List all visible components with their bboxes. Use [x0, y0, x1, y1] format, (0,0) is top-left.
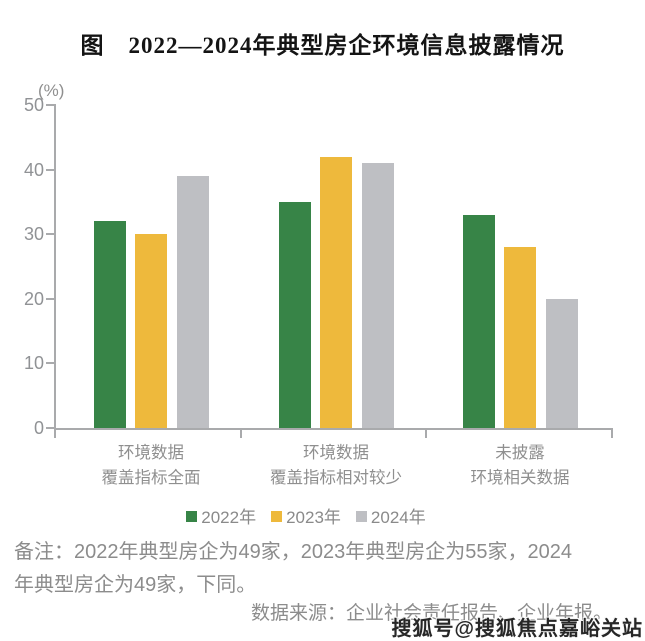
legend: 2022年 2023年 2024年: [0, 503, 612, 528]
legend-item: 2023年: [271, 503, 341, 528]
legend-swatch-icon: [186, 510, 198, 522]
footnote-line2: 年典型房企为49家，下同。: [14, 574, 257, 596]
x-category-label-line: 环境数据: [303, 444, 369, 462]
x-tick-mark: [611, 430, 613, 438]
x-tick-mark: [239, 430, 242, 438]
bar-2024年-group3: [545, 298, 578, 428]
y-tick-mark: [46, 233, 54, 235]
bar-2023年-group2: [320, 156, 352, 428]
legend-label: 2023年: [286, 508, 341, 527]
y-axis-line: [54, 104, 56, 430]
y-tick-mark: [46, 362, 54, 364]
bar-2022年-group2: [278, 201, 311, 428]
footnote: 备注：2022年典型房企为49家，2023年典型房企为55家，2024 年典型房…: [14, 536, 640, 602]
y-tick-mark: [46, 169, 54, 171]
y-tick-label: 20: [23, 289, 44, 309]
x-tick-mark: [425, 430, 428, 438]
y-tick-label: 30: [23, 224, 44, 244]
bar-2023年-group3: [504, 247, 536, 428]
bar-2023年-group1: [135, 234, 167, 428]
x-category-label-line: 环境数据: [118, 444, 184, 462]
legend-swatch-icon: [271, 510, 283, 522]
x-axis-line: [54, 428, 613, 430]
data-source: 数据来源：企业社会责任报告、企业年报。: [250, 603, 612, 624]
legend-swatch-icon: [355, 510, 367, 522]
y-tick-label: 50: [23, 95, 44, 115]
bar-2022年-group3: [462, 214, 495, 428]
bar-2022年-group1: [93, 221, 126, 428]
y-tick-label: 0: [33, 418, 44, 438]
x-category-label-line: 未披露: [495, 444, 545, 462]
x-tick-mark: [54, 430, 56, 438]
legend-item: 2022年: [186, 503, 256, 528]
y-tick-label: 40: [23, 160, 44, 180]
y-tick-mark: [46, 427, 54, 429]
chart-title: 图 2022—2024年典型房企环境信息披露情况: [80, 33, 565, 58]
y-axis-unit-label: (%): [38, 81, 65, 100]
x-category-label-line: 覆盖指标相对较少: [270, 469, 402, 487]
x-category-label-line: 环境相关数据: [470, 469, 570, 487]
legend-label: 2022年: [201, 508, 257, 527]
bar-2024年-group1: [176, 176, 209, 428]
footnote-line1: 备注：2022年典型房企为49家，2023年典型房企为55家，2024: [14, 541, 572, 563]
bar-2024年-group2: [361, 163, 394, 428]
y-tick-mark: [46, 298, 54, 300]
x-category-label-line: 覆盖指标全面: [101, 469, 201, 487]
x-category-label: 环境数据覆盖指标全面: [41, 441, 261, 491]
x-category-label: 未披露 环境相关数据: [410, 441, 630, 491]
watermark: 搜狐号@搜狐焦点嘉峪关站: [391, 618, 643, 640]
y-tick-label: 10: [23, 353, 44, 373]
legend-label: 2024年: [370, 508, 426, 527]
y-tick-mark: [46, 104, 54, 106]
legend-item: 2024年: [355, 503, 426, 528]
x-category-label: 环境数据覆盖指标相对较少: [226, 441, 446, 491]
